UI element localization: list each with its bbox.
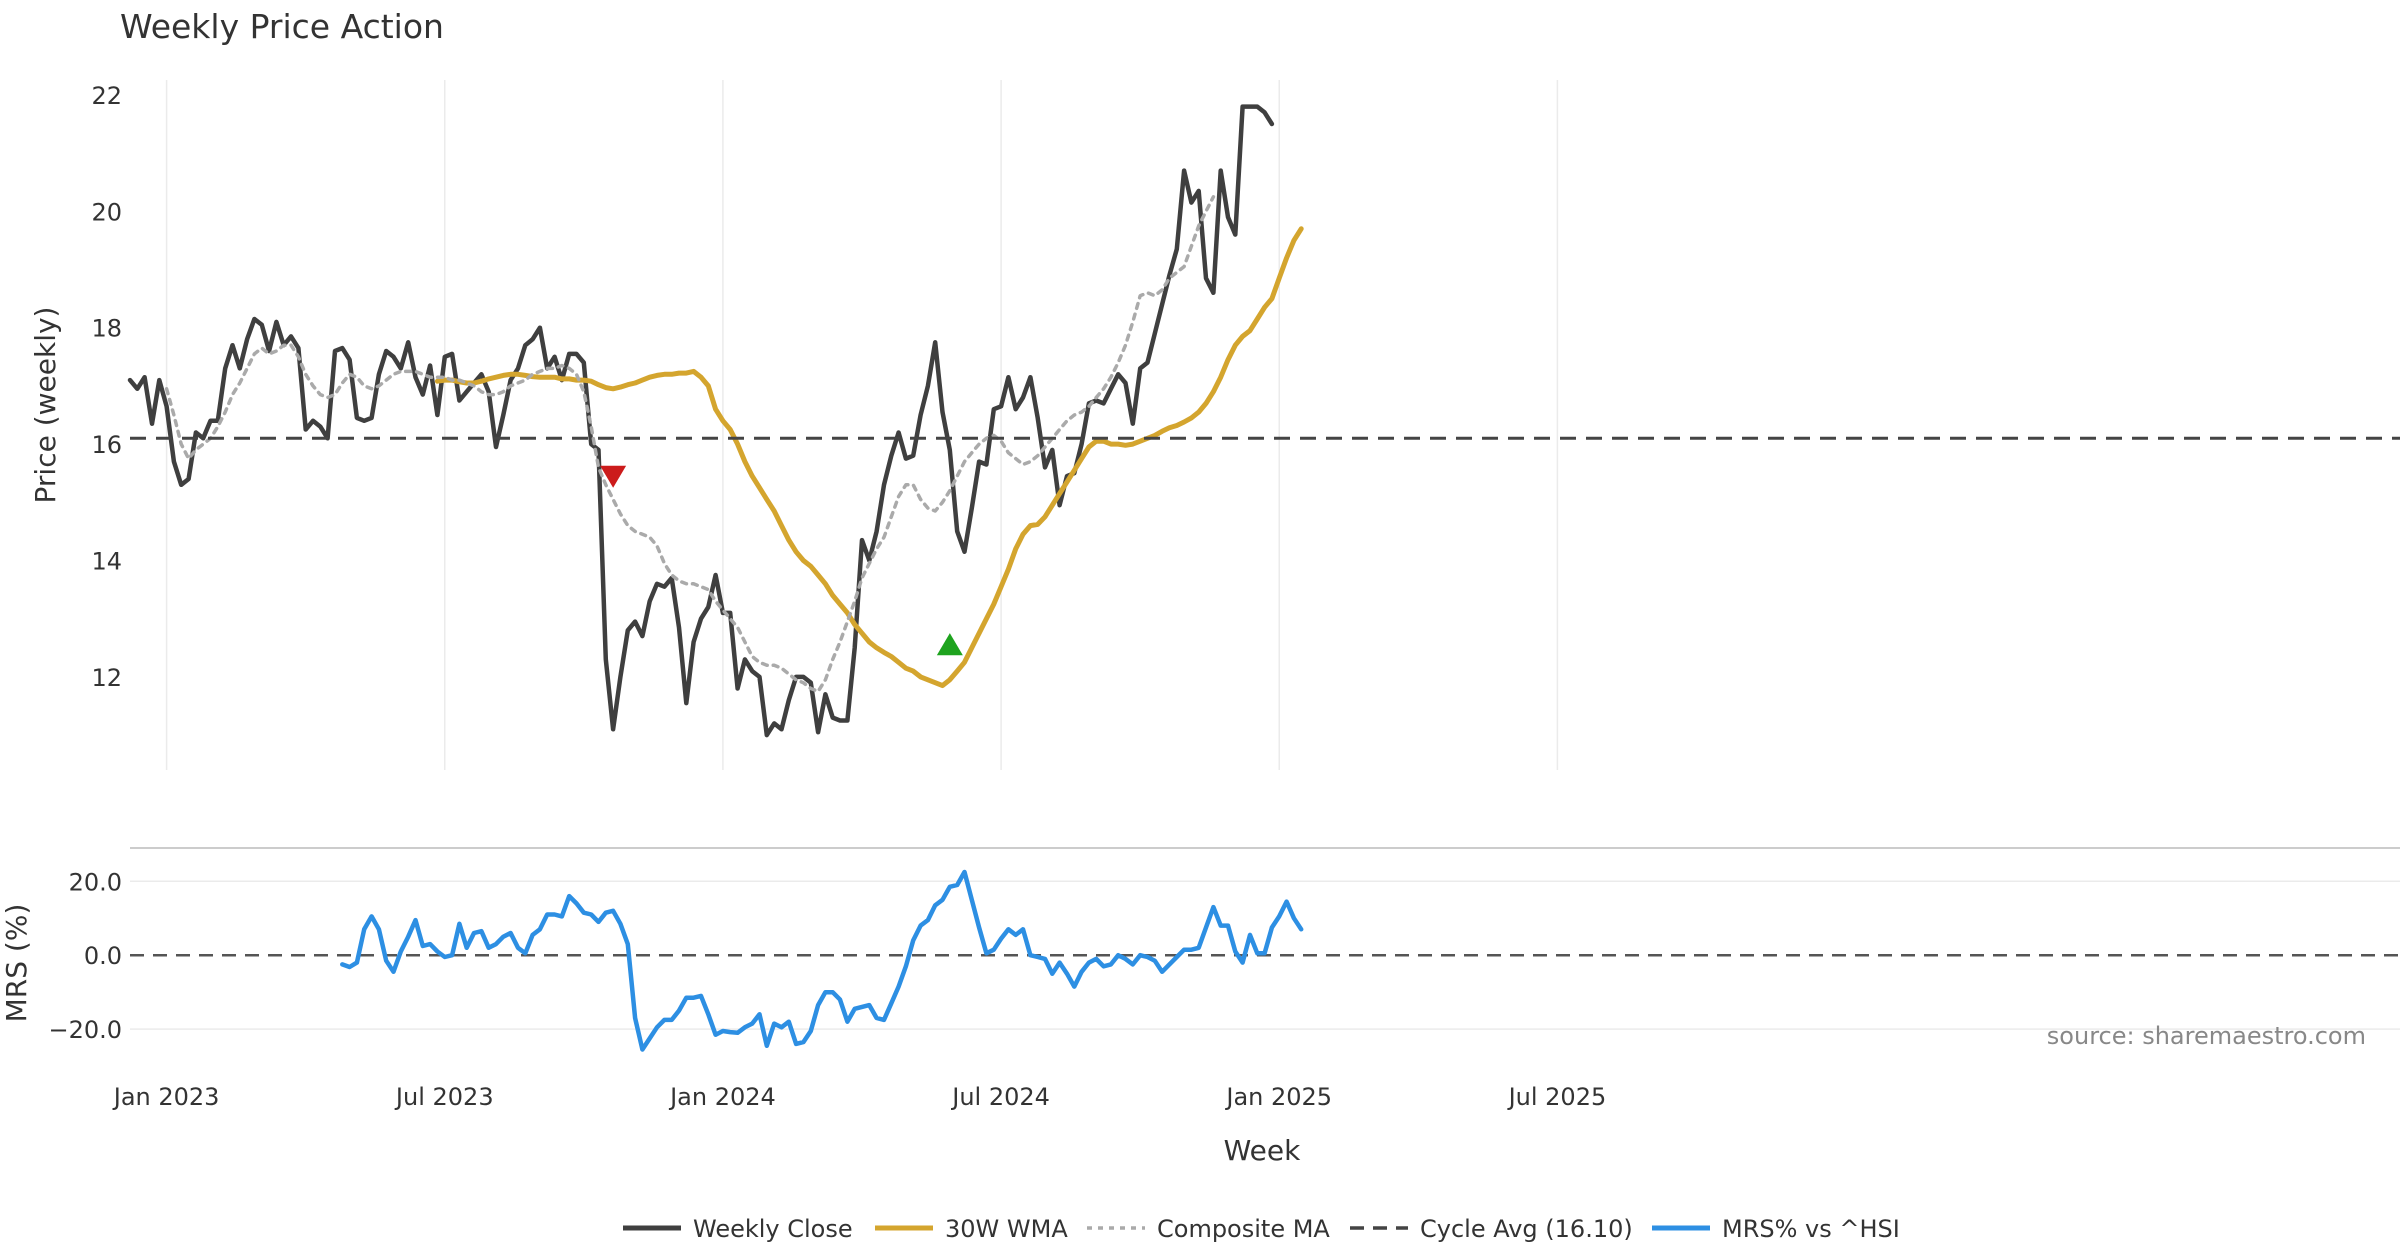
x-tick-labels: Jan 2023 Jul 2023 Jan 2024 Jul 2024 Jan 2025… [112, 1083, 1606, 1111]
legend-label: Cycle Avg (16.10) [1420, 1215, 1633, 1243]
x-tick-5: Jul 2025 [1507, 1083, 1607, 1111]
legend-label: Weekly Close [693, 1215, 853, 1243]
legend-item-composite-ma: Composite MA [1087, 1215, 1330, 1243]
main-markers [600, 465, 963, 656]
legend-label: MRS% vs ^HSI [1722, 1215, 1900, 1243]
x-axis-title: Week [1224, 1134, 1301, 1167]
x-tick-2: Jan 2024 [668, 1083, 776, 1111]
legend-item-mrs-vs-hsi: MRS% vs ^HSI [1652, 1215, 1900, 1243]
main-y-tick-2: 16 [91, 431, 122, 459]
legend-label: 30W WMA [945, 1215, 1068, 1243]
legend-item-weekly-close: Weekly Close [623, 1215, 853, 1243]
mrs-y-axis-title: MRS (%) [0, 904, 33, 1023]
main-y-tick-5: 22 [91, 82, 122, 110]
series-weekly-close [127, 104, 1275, 738]
mrs-series [340, 869, 1304, 1052]
main-y-tick-1: 14 [91, 547, 122, 575]
mrs-y-tick-1: 0.0 [84, 942, 122, 970]
series-composite-ma [164, 195, 1216, 694]
legend-item-30w-wma: 30W WMA [875, 1215, 1068, 1243]
legend: Weekly Close 30W WMA Composite MA Cycle Avg… [623, 1215, 1900, 1243]
main-y-tick-0: 12 [91, 664, 122, 692]
source-note: source: sharemaestro.com [2047, 1022, 2366, 1050]
series-30w-wma [434, 226, 1304, 689]
mrs-y-tick-2: −20.0 [48, 1016, 122, 1044]
chart-title: Weekly Price Action [120, 7, 444, 46]
main-y-ticks: 12 14 16 18 20 22 [91, 82, 122, 692]
x-tick-3: Jul 2024 [950, 1083, 1050, 1111]
legend-label: Composite MA [1157, 1215, 1330, 1243]
main-y-tick-4: 20 [91, 198, 122, 226]
series-mrs-vs-hsi [340, 869, 1304, 1052]
x-tick-0: Jan 2023 [112, 1083, 220, 1111]
mrs-y-ticks: 20.0 0.0 −20.0 [48, 868, 122, 1044]
x-tick-1: Jul 2023 [394, 1083, 494, 1111]
sell-marker [600, 465, 627, 488]
main-y-tick-3: 18 [91, 315, 122, 343]
buy-marker [936, 633, 963, 656]
x-tick-4: Jan 2025 [1224, 1083, 1332, 1111]
main-grid [165, 80, 1559, 770]
legend-item-cycle-avg-16-10: Cycle Avg (16.10) [1350, 1215, 1633, 1243]
mrs-y-tick-0: 20.0 [69, 868, 122, 896]
main-y-axis-title: Price (weekly) [29, 307, 62, 504]
main-series [127, 104, 2400, 738]
